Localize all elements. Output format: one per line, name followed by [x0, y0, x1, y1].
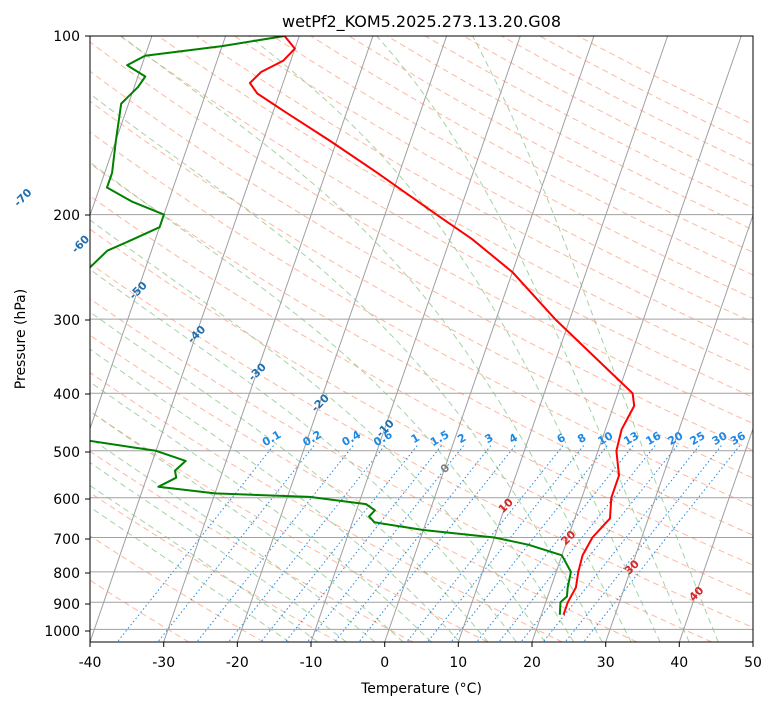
- moist-adiabat: [90, 93, 603, 642]
- y-tick: 400: [53, 387, 90, 403]
- dry-adiabat: [234, 36, 753, 323]
- moist-adiabat: [90, 381, 432, 642]
- x-tick: 0: [380, 642, 389, 671]
- x-tick-label: 50: [744, 655, 762, 671]
- moist-adiabat: [90, 461, 347, 642]
- isotherm: [531, 36, 742, 642]
- plot-area: [90, 36, 753, 642]
- isotherm: [310, 36, 521, 642]
- dewpoint-line: [90, 36, 572, 615]
- plot-frame: [89, 35, 754, 643]
- moist-adiabat: [248, 36, 661, 642]
- dry-adiabat: [90, 579, 190, 642]
- isotherm: [384, 36, 595, 642]
- x-tick-label: -40: [79, 655, 102, 671]
- moist-adiabat: [376, 36, 690, 642]
- y-tick: 500: [53, 445, 90, 461]
- y-tick-label: 700: [53, 532, 80, 548]
- x-tick-label: 0: [380, 655, 389, 671]
- dry-adiabat: [90, 100, 753, 479]
- y-tick: 1000: [44, 624, 90, 640]
- isotherm-label: -60: [69, 232, 92, 255]
- dry-adiabat: [90, 131, 753, 507]
- x-tick: 50: [744, 642, 762, 671]
- y-tick-label: 1000: [44, 624, 80, 640]
- isotherms: [0, 36, 753, 642]
- isotherm: [0, 36, 78, 642]
- moist-adiabat: [90, 348, 461, 642]
- x-tick-label: -10: [300, 655, 323, 671]
- temperature-line: [248, 36, 636, 616]
- dry-adiabat: [90, 410, 488, 642]
- x-tick: 40: [670, 642, 688, 671]
- dry-adiabat: [90, 334, 638, 642]
- x-tick-label: -20: [226, 655, 249, 671]
- y-axis-label: Pressure (hPa): [13, 289, 29, 389]
- dry-adiabat: [90, 372, 563, 642]
- x-axis-label: Temperature (°C): [360, 681, 482, 697]
- moist-adiabat: [90, 484, 319, 642]
- y-tick-label: 100: [53, 29, 80, 45]
- dry-adiabat: [90, 162, 753, 536]
- dry-adiabat: [90, 228, 753, 597]
- isotherm: [605, 213, 753, 642]
- y-tick: 300: [53, 313, 90, 329]
- x-tick-label: -30: [152, 655, 175, 671]
- x-tick: 30: [597, 642, 615, 671]
- x-tick-label: 30: [597, 655, 615, 671]
- isotherm: [457, 36, 669, 642]
- isotherm: [0, 36, 5, 642]
- x-tick: 20: [523, 642, 541, 671]
- dry-adiabat: [157, 36, 753, 373]
- isotherm: [678, 427, 753, 642]
- isotherm: [163, 36, 374, 642]
- y-tick-label: 500: [53, 445, 80, 461]
- chart-title: wetPf2_KOM5.2025.273.13.20.G08: [282, 12, 561, 32]
- y-tick-label: 400: [53, 387, 80, 403]
- moist-adiabat: [90, 311, 489, 642]
- y-tick: 200: [53, 208, 90, 224]
- x-tick-label: 10: [449, 655, 467, 671]
- moist-adiabat: [90, 219, 546, 642]
- x-tick: -20: [226, 642, 249, 671]
- isotherm: [90, 36, 227, 431]
- y-tick-label: 900: [53, 597, 80, 613]
- dry-adiabats: [90, 36, 753, 642]
- isotherm: [90, 36, 300, 642]
- dry-adiabat: [272, 36, 753, 300]
- x-tick: 10: [449, 642, 467, 671]
- dry-adiabat: [90, 298, 712, 642]
- x-tick-label: 20: [523, 655, 541, 671]
- y-tick-label: 200: [53, 208, 80, 224]
- y-tick-label: 800: [53, 566, 80, 582]
- y-tick-label: 600: [53, 492, 80, 508]
- x-tick: -10: [300, 642, 323, 671]
- y-tick: 700: [53, 532, 90, 548]
- moist-adiabat: [120, 36, 632, 642]
- y-tick-label: 300: [53, 313, 80, 329]
- y-tick: 800: [53, 566, 90, 582]
- moist-adiabat: [90, 506, 290, 642]
- x-tick-label: 40: [670, 655, 688, 671]
- x-tick: -40: [79, 642, 102, 671]
- y-tick: 100: [53, 29, 90, 45]
- isobars: [90, 214, 753, 630]
- profiles: [90, 36, 636, 616]
- isotherm: [752, 640, 753, 642]
- isotherm: [236, 36, 448, 642]
- y-tick: 600: [53, 492, 90, 508]
- x-axis: -40 -30 -20 -10 0 10 20 30 40 50: [79, 642, 762, 671]
- dry-adiabat: [90, 195, 753, 566]
- moist-adiabat: [472, 36, 719, 642]
- moist-adiabat: [90, 268, 517, 642]
- y-axis: 100 200 300 400 500 600 700 800 900 1000: [44, 29, 90, 640]
- x-tick: -30: [152, 642, 175, 671]
- moist-adiabat: [90, 410, 404, 642]
- isotherm-label: -70: [11, 186, 34, 209]
- dry-adiabat: [119, 36, 753, 398]
- y-tick: 900: [53, 597, 90, 613]
